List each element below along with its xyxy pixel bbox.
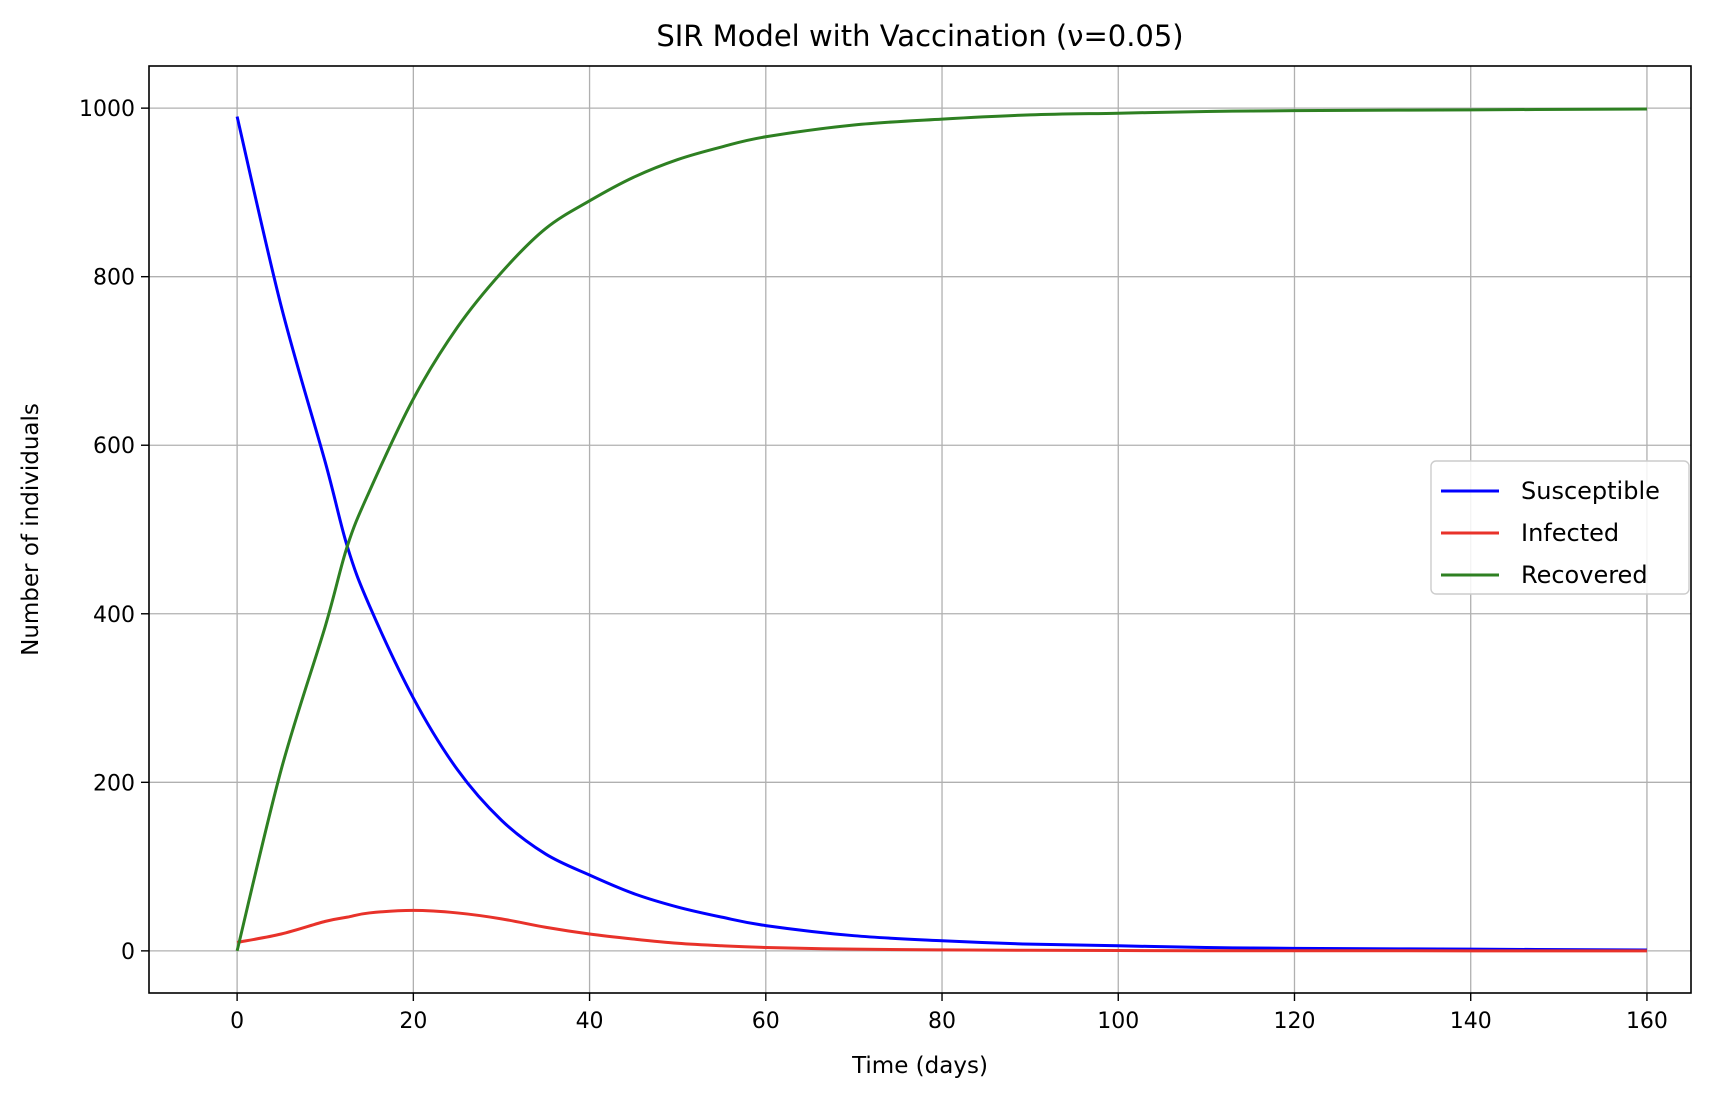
series-layer — [235, 107, 1647, 953]
x-tick-label: 100 — [1097, 1009, 1139, 1034]
legend-label-infected: Infected — [1521, 519, 1619, 547]
y-tick-label: 1000 — [79, 97, 135, 122]
x-tick-label: 160 — [1626, 1009, 1668, 1034]
x-axis-label: Time (days) — [851, 1053, 988, 1079]
y-tick-label: 600 — [93, 434, 135, 459]
legend-label-susceptible: Susceptible — [1521, 477, 1660, 505]
x-tick-label: 20 — [399, 1009, 427, 1034]
plot-frame — [148, 65, 1692, 994]
y-tick-label: 200 — [93, 771, 135, 796]
x-tick-label: 80 — [928, 1009, 956, 1034]
tick-layer: 0 20 40 60 80 100 120 140 160 0 200 400 600 800 1000 — [79, 97, 1668, 1034]
x-tick-label: 0 — [230, 1009, 244, 1034]
y-tick-label: 400 — [93, 603, 135, 628]
chart-title: SIR Model with Vaccination (ν=0.05) — [656, 19, 1183, 53]
series-line-recovered — [235, 107, 1647, 952]
series-line-infected — [236, 908, 1647, 953]
y-tick-label: 0 — [121, 940, 135, 965]
y-axis-label: Number of individuals — [18, 403, 44, 656]
legend: Susceptible Infected Recovered — [1430, 460, 1690, 595]
legend-box — [1430, 460, 1690, 595]
x-tick-label: 140 — [1450, 1009, 1492, 1034]
x-tick-label: 40 — [576, 1009, 604, 1034]
x-tick-label: 120 — [1273, 1009, 1315, 1034]
x-tick-label: 60 — [752, 1009, 780, 1034]
y-tick-label: 800 — [93, 266, 135, 291]
legend-label-recovered: Recovered — [1521, 561, 1648, 589]
